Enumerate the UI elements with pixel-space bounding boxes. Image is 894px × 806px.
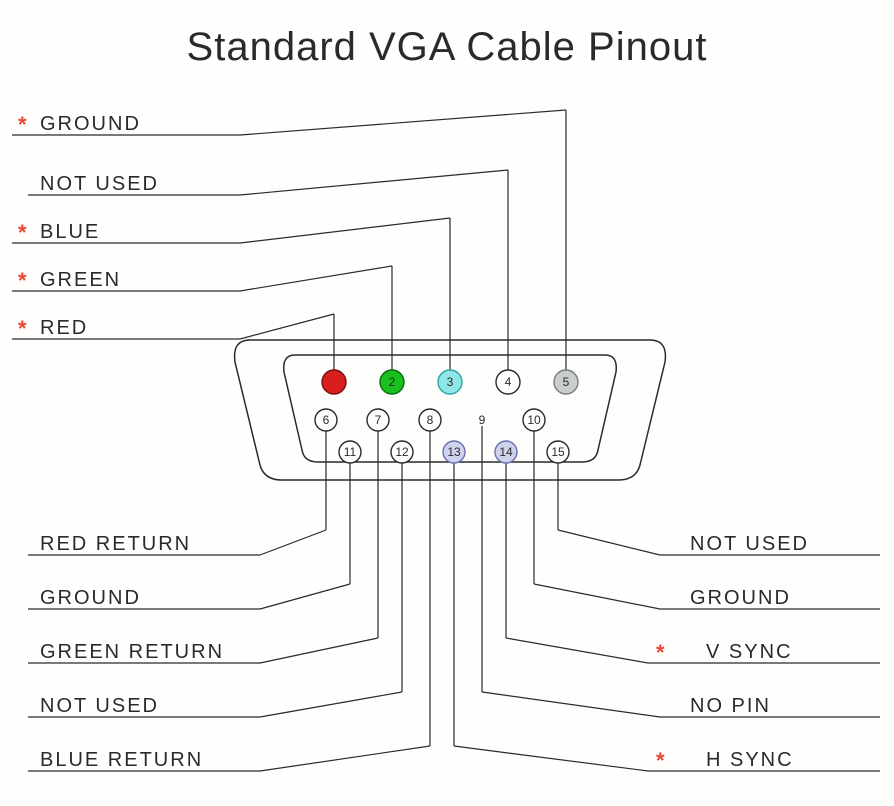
label-pin-12: NOT USED — [40, 695, 159, 717]
label-pin-8: BLUE RETURN — [40, 749, 203, 771]
label-group: * GROUND NOT USED * BLUE * GREEN * RED RED RETURN… — [18, 112, 809, 773]
pin-number-12: 12 — [395, 445, 409, 459]
label-pin-5: GROUND — [40, 113, 141, 135]
label-pin-14: V SYNC — [706, 641, 792, 663]
diagram-title: Standard VGA Cable Pinout — [187, 25, 708, 69]
label-pin-11: GROUND — [40, 587, 141, 609]
asterisk-icon: * — [656, 640, 665, 665]
pin-number-3: 3 — [447, 375, 454, 389]
pin-number-14: 14 — [499, 445, 513, 459]
pin-1 — [322, 370, 346, 394]
label-pin-10: GROUND — [690, 587, 791, 609]
pin-number-9: 9 — [479, 413, 486, 427]
label-pin-6: RED RETURN — [40, 533, 191, 555]
pin-number-15: 15 — [551, 445, 565, 459]
asterisk-icon: * — [18, 220, 27, 245]
pinout-diagram: Standard VGA Cable Pinout 2 3 4 5 6 7 8 9 10 11 12… — [0, 0, 894, 806]
pin-number-7: 7 — [375, 413, 382, 427]
label-pin-7: GREEN RETURN — [40, 641, 224, 663]
pin-number-11: 11 — [344, 445, 357, 459]
asterisk-icon: * — [18, 316, 27, 341]
pin-group: 2 3 4 5 6 7 8 9 10 11 12 13 14 15 — [315, 370, 578, 463]
label-pin-9: NO PIN — [690, 695, 771, 717]
callout-wires — [12, 110, 880, 771]
asterisk-icon: * — [18, 112, 27, 137]
label-pin-2: GREEN — [40, 269, 121, 291]
pin-number-2: 2 — [389, 375, 396, 389]
label-pin-3: BLUE — [40, 221, 100, 243]
pin-number-4: 4 — [505, 375, 512, 389]
pin-number-10: 10 — [527, 413, 541, 427]
pin-number-6: 6 — [323, 413, 330, 427]
asterisk-icon: * — [656, 748, 665, 773]
pin-number-5: 5 — [563, 375, 570, 389]
label-pin-1: RED — [40, 317, 88, 339]
asterisk-icon: * — [18, 268, 27, 293]
label-pin-4: NOT USED — [40, 173, 159, 195]
label-pin-15: NOT USED — [690, 533, 809, 555]
pin-number-13: 13 — [447, 445, 461, 459]
pin-number-8: 8 — [427, 413, 434, 427]
label-pin-13: H SYNC — [706, 749, 794, 771]
